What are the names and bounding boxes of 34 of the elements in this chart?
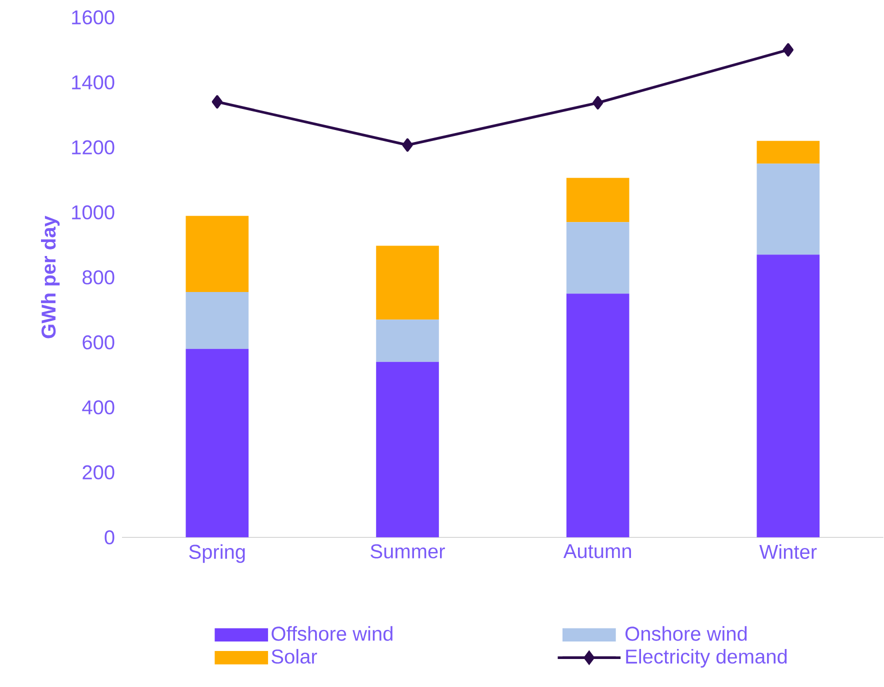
y-tick-label: 0 bbox=[104, 530, 114, 545]
y-tick-label: 1600 bbox=[72, 10, 114, 25]
y-tick-label: 1000 bbox=[72, 205, 114, 220]
y-tick-label: 200 bbox=[82, 465, 114, 480]
y-tick-label: 600 bbox=[82, 335, 114, 350]
point bbox=[402, 138, 413, 152]
bar bbox=[756, 140, 820, 164]
y-tick-label: 800 bbox=[82, 270, 114, 285]
point bbox=[212, 95, 223, 109]
y-axis-title: GWh per day bbox=[41, 216, 60, 338]
bar bbox=[756, 164, 820, 255]
bar bbox=[376, 320, 439, 362]
bar bbox=[376, 246, 439, 320]
bar bbox=[376, 362, 439, 538]
bar bbox=[566, 294, 630, 538]
bar bbox=[566, 178, 630, 222]
legend-label: Offshore wind bbox=[272, 626, 392, 641]
bar bbox=[566, 222, 630, 294]
y-tick-label: 1200 bbox=[72, 140, 114, 155]
x-tick-label: Summer bbox=[370, 544, 445, 559]
legend-label: Electricity demand bbox=[626, 649, 787, 668]
bar bbox=[186, 348, 249, 538]
legend-label: Onshore wind bbox=[625, 626, 747, 641]
point bbox=[592, 96, 604, 110]
x-tick-label: Autumn bbox=[563, 544, 632, 558]
x-tick-label: Winter bbox=[759, 544, 817, 560]
bar bbox=[186, 292, 249, 349]
y-tick-label: 1400 bbox=[72, 75, 114, 90]
legend-label: Solar bbox=[272, 649, 318, 664]
y-tick-label: 400 bbox=[82, 400, 114, 415]
x-tick-label: Spring bbox=[189, 544, 245, 564]
bar bbox=[186, 216, 249, 292]
point bbox=[782, 43, 794, 57]
bar bbox=[756, 254, 820, 538]
